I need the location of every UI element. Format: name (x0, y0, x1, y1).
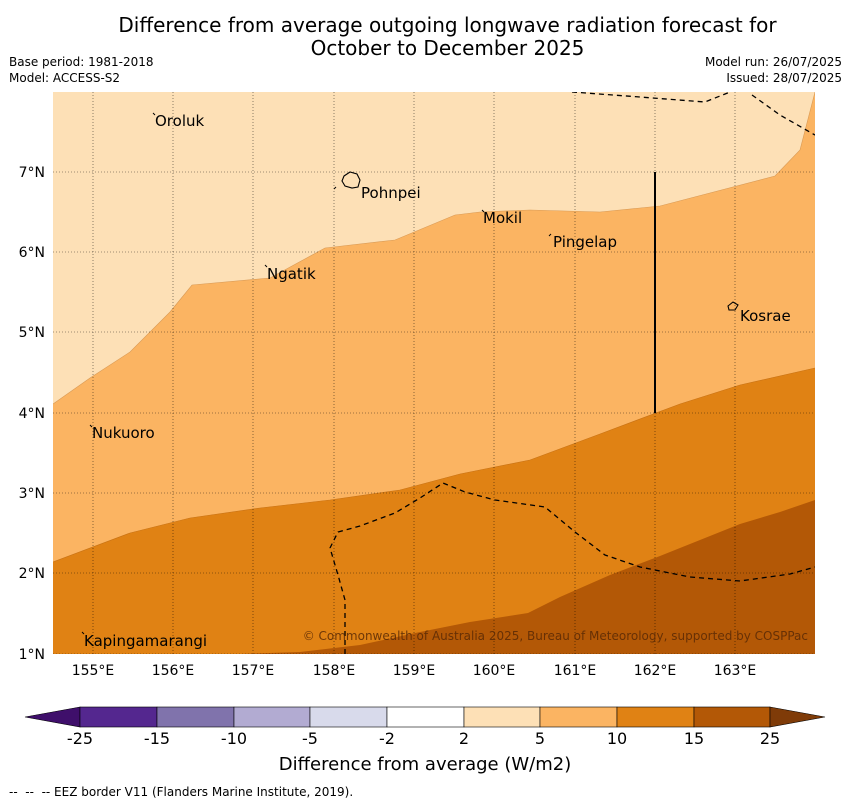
meta-right: Model run: 26/07/2025 Issued: 28/07/2025 (705, 54, 842, 86)
issued-date: Issued: 28/07/2025 (726, 71, 842, 85)
place-oroluk: Oroluk (155, 112, 204, 130)
lon-tick-label: 161°E (554, 663, 597, 679)
lon-tick-label: 159°E (393, 663, 436, 679)
colorbar-extend-low (24, 706, 81, 728)
colorbar-segment (156, 706, 235, 728)
place-kosrae: Kosrae (740, 307, 791, 325)
colorbar-segment (616, 706, 695, 728)
pohnpei-island (341, 171, 361, 189)
lon-tick-label: 160°E (473, 663, 516, 679)
colorbar-label: -10 (220, 729, 248, 748)
base-period: Base period: 1981-2018 (9, 55, 154, 69)
lat-tick-label: 3°N (19, 486, 45, 502)
lon-tick-label: 162°E (634, 663, 677, 679)
eez-border-northeast (751, 94, 815, 136)
colorbar-segment (233, 706, 311, 728)
colorbar-label: -5 (302, 729, 318, 748)
lat-tick-label: 2°N (19, 566, 45, 582)
colorbar-segment (309, 706, 388, 728)
colorbar-label: 15 (683, 729, 705, 748)
place-kapingamarangi: Kapingamarangi (84, 632, 207, 650)
colorbar-label: -25 (66, 729, 94, 748)
model-name: Model: ACCESS-S2 (9, 71, 121, 85)
forecast-map: Oroluk Pohnpei Mokil Pingelap Ngatik Kos… (53, 92, 815, 654)
lat-tick-label: 7°N (19, 165, 45, 181)
colorbar-label: 5 (534, 729, 546, 748)
colorbar-label: -2 (379, 729, 395, 748)
colorbar-label: 2 (458, 729, 470, 748)
place-pingelap: Pingelap (553, 233, 617, 251)
lon-tick-label: 158°E (313, 663, 356, 679)
kosrae-island (727, 301, 739, 311)
lat-tick-label: 5°N (19, 325, 45, 341)
meta-left: Base period: 1981-2018 Model: ACCESS-S2 (9, 54, 154, 86)
title-line-2: October to December 2025 (310, 36, 585, 60)
lat-tick-label: 4°N (19, 406, 45, 422)
title-line-1: Difference from average outgoing longwav… (118, 13, 777, 37)
lat-tick-label: 6°N (19, 245, 45, 261)
place-pohnpei: Pohnpei (361, 184, 421, 202)
colorbar-label: 25 (759, 729, 781, 748)
eez-footnote: -- -- -- EEZ border V11 (Flanders Marine… (9, 785, 354, 799)
place-mokil: Mokil (483, 209, 522, 227)
colorbar-segment (539, 706, 618, 728)
lon-tick-label: 156°E (152, 663, 195, 679)
lon-tick-label: 155°E (72, 663, 115, 679)
colorbar (24, 706, 826, 728)
model-run: Model run: 26/07/2025 (704, 55, 842, 69)
colorbar-label: -15 (143, 729, 171, 748)
map-title: Difference from average outgoing longwav… (0, 14, 850, 60)
band-15-25 (240, 500, 815, 654)
lon-tick-label: 163°E (714, 663, 757, 679)
place-ngatik: Ngatik (267, 265, 316, 283)
latitude-ticks: 1°N 2°N 3°N 4°N 5°N 6°N 7°N (19, 165, 45, 663)
eez-border-south (329, 482, 815, 654)
colorbar-segment (463, 706, 541, 728)
colorbar-label: 10 (606, 729, 628, 748)
colorbar-extend-high (769, 706, 826, 728)
colorbar-title: Difference from average (W/m2) (278, 754, 572, 775)
eez-border-north (571, 92, 732, 103)
lon-tick-label: 157°E (232, 663, 275, 679)
longitude-ticks: 155°E 156°E 157°E 158°E 159°E 160°E 161°E 162°E… (72, 663, 757, 679)
lat-tick-label: 1°N (19, 647, 45, 663)
colorbar-segment (693, 706, 771, 728)
copyright-notice: © Commonwealth of Australia 2025, Bureau… (303, 629, 808, 643)
colorbar-segment (79, 706, 158, 728)
colorbar-segment (386, 706, 465, 728)
gridlines (53, 92, 815, 654)
place-nukuoro: Nukuoro (92, 424, 155, 442)
